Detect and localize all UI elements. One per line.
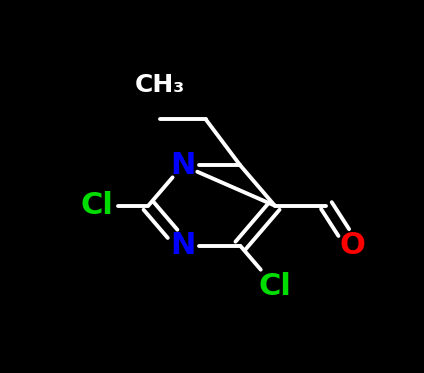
Text: Cl: Cl [80, 191, 113, 220]
Text: O: O [339, 231, 365, 260]
Text: Cl: Cl [258, 272, 291, 301]
Text: N: N [170, 151, 195, 180]
Text: N: N [170, 231, 195, 260]
Text: CH₃: CH₃ [135, 73, 185, 97]
